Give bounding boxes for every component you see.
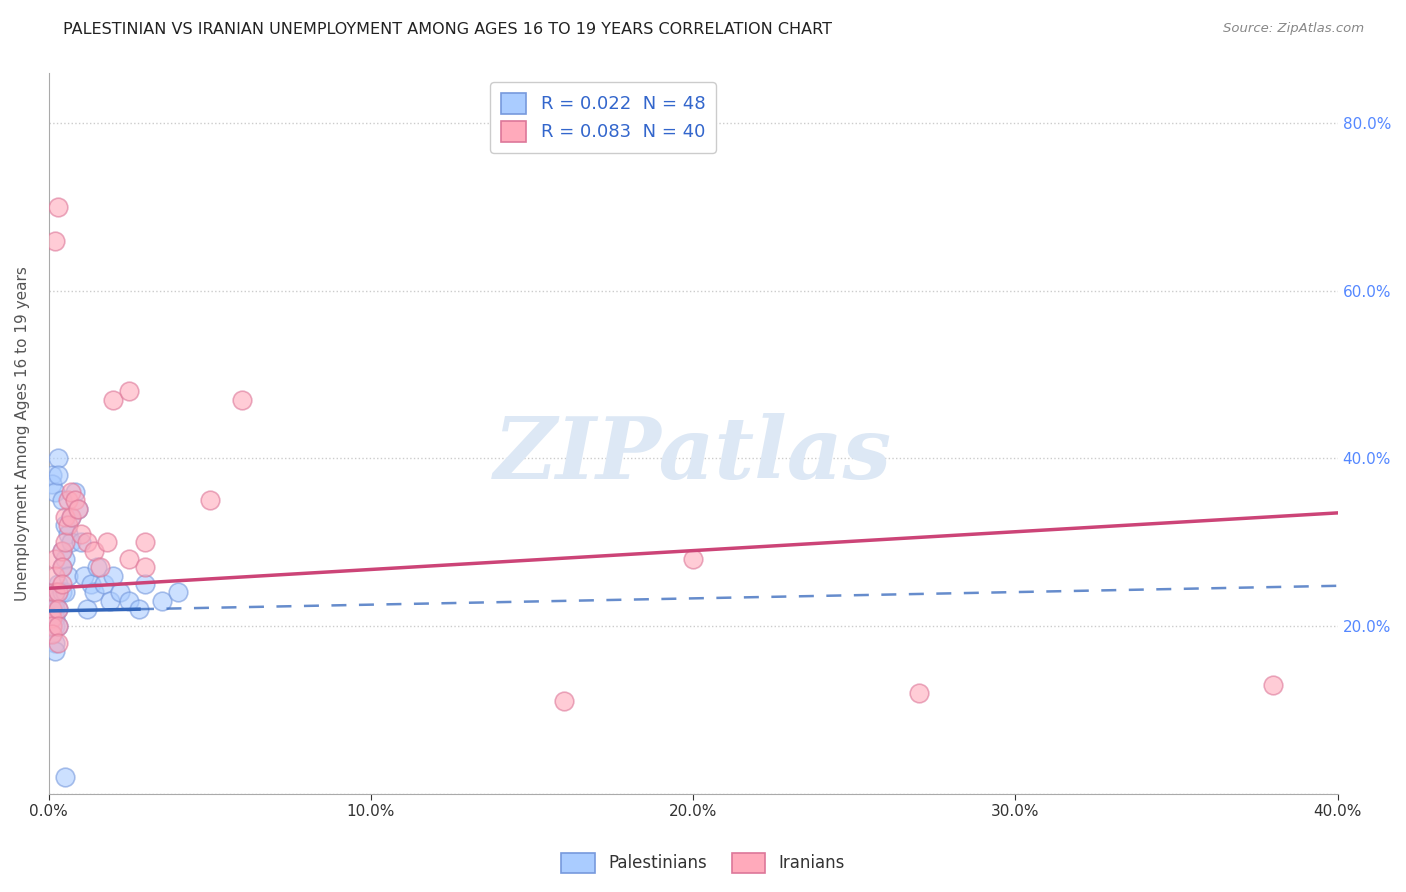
Point xyxy=(83,543,105,558)
Point xyxy=(66,501,89,516)
Point xyxy=(44,234,66,248)
Text: Source: ZipAtlas.com: Source: ZipAtlas.com xyxy=(1223,22,1364,36)
Point xyxy=(79,577,101,591)
Point xyxy=(231,392,253,407)
Legend: R = 0.022  N = 48, R = 0.083  N = 40: R = 0.022 N = 48, R = 0.083 N = 40 xyxy=(489,82,716,153)
Point xyxy=(86,560,108,574)
Point xyxy=(48,585,70,599)
Point xyxy=(48,451,70,466)
Point xyxy=(682,552,704,566)
Point xyxy=(44,552,66,566)
Point xyxy=(150,594,173,608)
Point xyxy=(44,594,66,608)
Point xyxy=(53,510,76,524)
Point xyxy=(41,602,63,616)
Point xyxy=(134,577,156,591)
Point xyxy=(44,619,66,633)
Point xyxy=(56,493,79,508)
Point xyxy=(1263,678,1285,692)
Point xyxy=(70,535,93,549)
Point xyxy=(66,501,89,516)
Point xyxy=(48,200,70,214)
Point xyxy=(93,577,115,591)
Point xyxy=(48,602,70,616)
Point xyxy=(56,518,79,533)
Y-axis label: Unemployment Among Ages 16 to 19 years: Unemployment Among Ages 16 to 19 years xyxy=(15,266,30,600)
Point xyxy=(60,535,83,549)
Point xyxy=(553,694,575,708)
Point xyxy=(118,384,141,399)
Legend: Palestinians, Iranians: Palestinians, Iranians xyxy=(554,847,852,880)
Point xyxy=(53,585,76,599)
Point xyxy=(89,560,111,574)
Point xyxy=(76,535,98,549)
Point xyxy=(48,585,70,599)
Point xyxy=(73,568,96,582)
Point xyxy=(103,568,125,582)
Point xyxy=(96,535,118,549)
Point xyxy=(51,543,73,558)
Point xyxy=(41,468,63,483)
Point xyxy=(63,493,86,508)
Point xyxy=(108,585,131,599)
Text: ZIPatlas: ZIPatlas xyxy=(494,413,893,497)
Point xyxy=(198,493,221,508)
Point xyxy=(53,552,76,566)
Point xyxy=(41,610,63,624)
Point xyxy=(51,560,73,574)
Point xyxy=(41,627,63,641)
Point xyxy=(44,644,66,658)
Point xyxy=(134,535,156,549)
Point xyxy=(166,585,188,599)
Point xyxy=(53,518,76,533)
Point xyxy=(51,577,73,591)
Point xyxy=(44,610,66,624)
Point xyxy=(48,602,70,616)
Point xyxy=(48,619,70,633)
Point xyxy=(48,619,70,633)
Point xyxy=(48,577,70,591)
Point xyxy=(60,485,83,500)
Text: PALESTINIAN VS IRANIAN UNEMPLOYMENT AMONG AGES 16 TO 19 YEARS CORRELATION CHART: PALESTINIAN VS IRANIAN UNEMPLOYMENT AMON… xyxy=(63,22,832,37)
Point xyxy=(41,627,63,641)
Point xyxy=(56,568,79,582)
Point xyxy=(70,526,93,541)
Point xyxy=(44,636,66,650)
Point xyxy=(56,526,79,541)
Point xyxy=(98,594,121,608)
Point xyxy=(44,485,66,500)
Point xyxy=(53,535,76,549)
Point xyxy=(63,485,86,500)
Point xyxy=(41,619,63,633)
Point xyxy=(51,493,73,508)
Point xyxy=(118,594,141,608)
Point xyxy=(134,560,156,574)
Point xyxy=(44,602,66,616)
Point xyxy=(41,610,63,624)
Point xyxy=(51,560,73,574)
Point xyxy=(76,602,98,616)
Point xyxy=(44,568,66,582)
Point xyxy=(103,392,125,407)
Point xyxy=(128,602,150,616)
Point xyxy=(907,686,929,700)
Point xyxy=(51,585,73,599)
Point xyxy=(53,770,76,784)
Point xyxy=(44,585,66,599)
Point xyxy=(41,602,63,616)
Point xyxy=(51,543,73,558)
Point xyxy=(48,636,70,650)
Point xyxy=(118,552,141,566)
Point xyxy=(83,585,105,599)
Point xyxy=(41,619,63,633)
Point xyxy=(41,476,63,491)
Point xyxy=(60,510,83,524)
Point xyxy=(48,468,70,483)
Point xyxy=(60,510,83,524)
